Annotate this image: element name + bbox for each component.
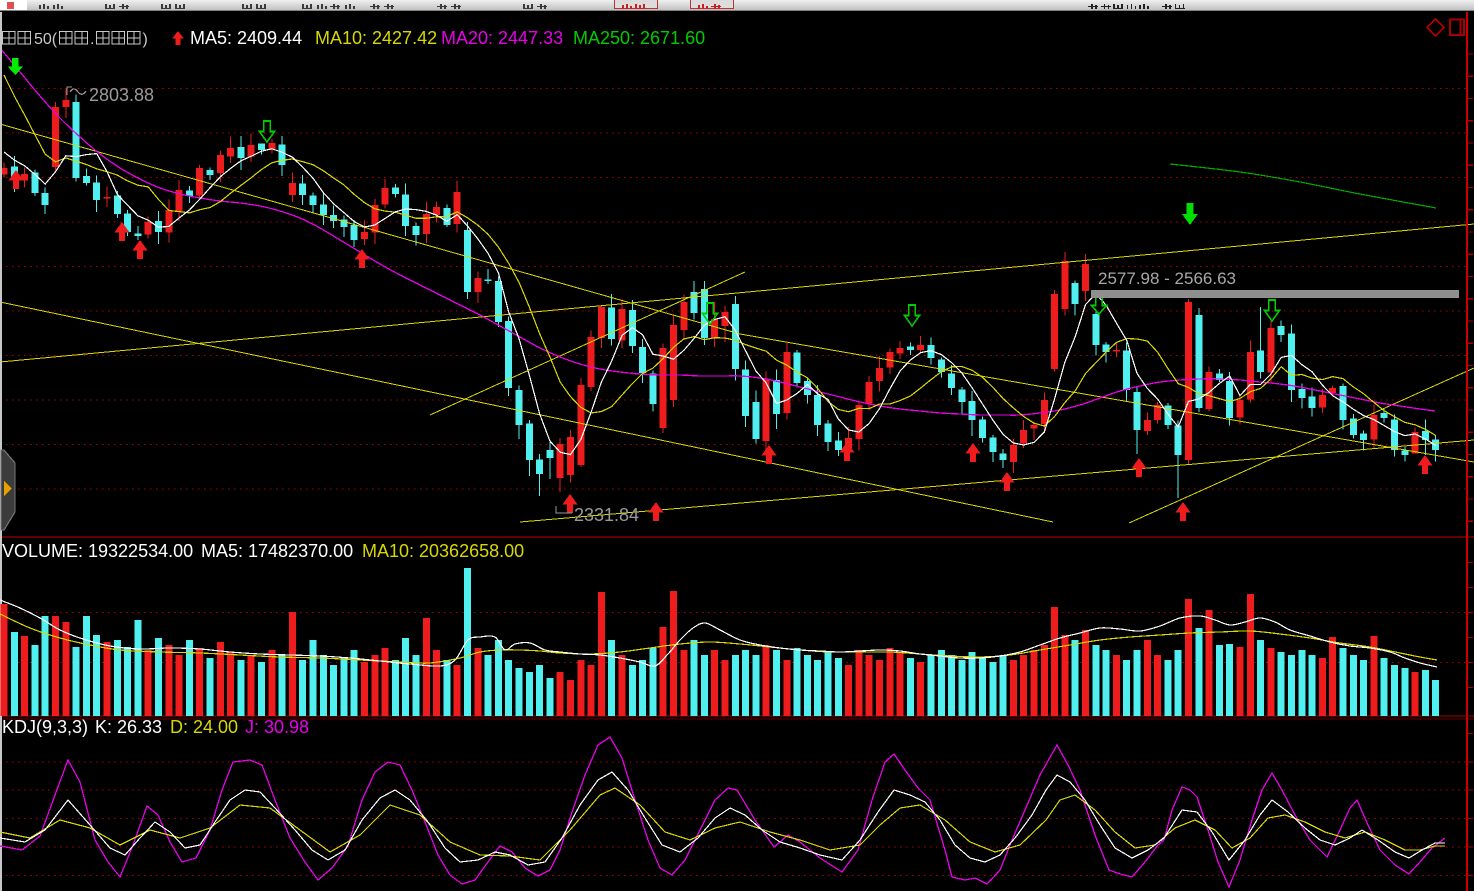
svg-text:50(: 50( xyxy=(34,31,58,48)
svg-text:K: 26.33: K: 26.33 xyxy=(95,717,162,737)
svg-text:MA20: 2447.33: MA20: 2447.33 xyxy=(441,28,563,48)
svg-text:D: 24.00: D: 24.00 xyxy=(170,717,238,737)
svg-text:KDJ(9,3,3): KDJ(9,3,3) xyxy=(2,717,88,737)
svg-text:MA10: 20362658.00: MA10: 20362658.00 xyxy=(362,541,524,561)
svg-text:J: 30.98: J: 30.98 xyxy=(245,717,309,737)
svg-text:MA5: 17482370.00: MA5: 17482370.00 xyxy=(201,541,353,561)
svg-text:MA250: 2671.60: MA250: 2671.60 xyxy=(573,28,705,48)
svg-text:2803.88: 2803.88 xyxy=(89,85,154,105)
svg-text:.: . xyxy=(90,31,94,48)
svg-text:): ) xyxy=(143,31,148,48)
svg-text:2331.84: 2331.84 xyxy=(574,505,639,525)
svg-text:MA5: 2409.44: MA5: 2409.44 xyxy=(190,28,302,48)
svg-text:MA10: 2427.42: MA10: 2427.42 xyxy=(315,28,437,48)
svg-text:2577.98 - 2566.63: 2577.98 - 2566.63 xyxy=(1098,269,1236,288)
svg-text:VOLUME: 19322534.00: VOLUME: 19322534.00 xyxy=(2,541,193,561)
